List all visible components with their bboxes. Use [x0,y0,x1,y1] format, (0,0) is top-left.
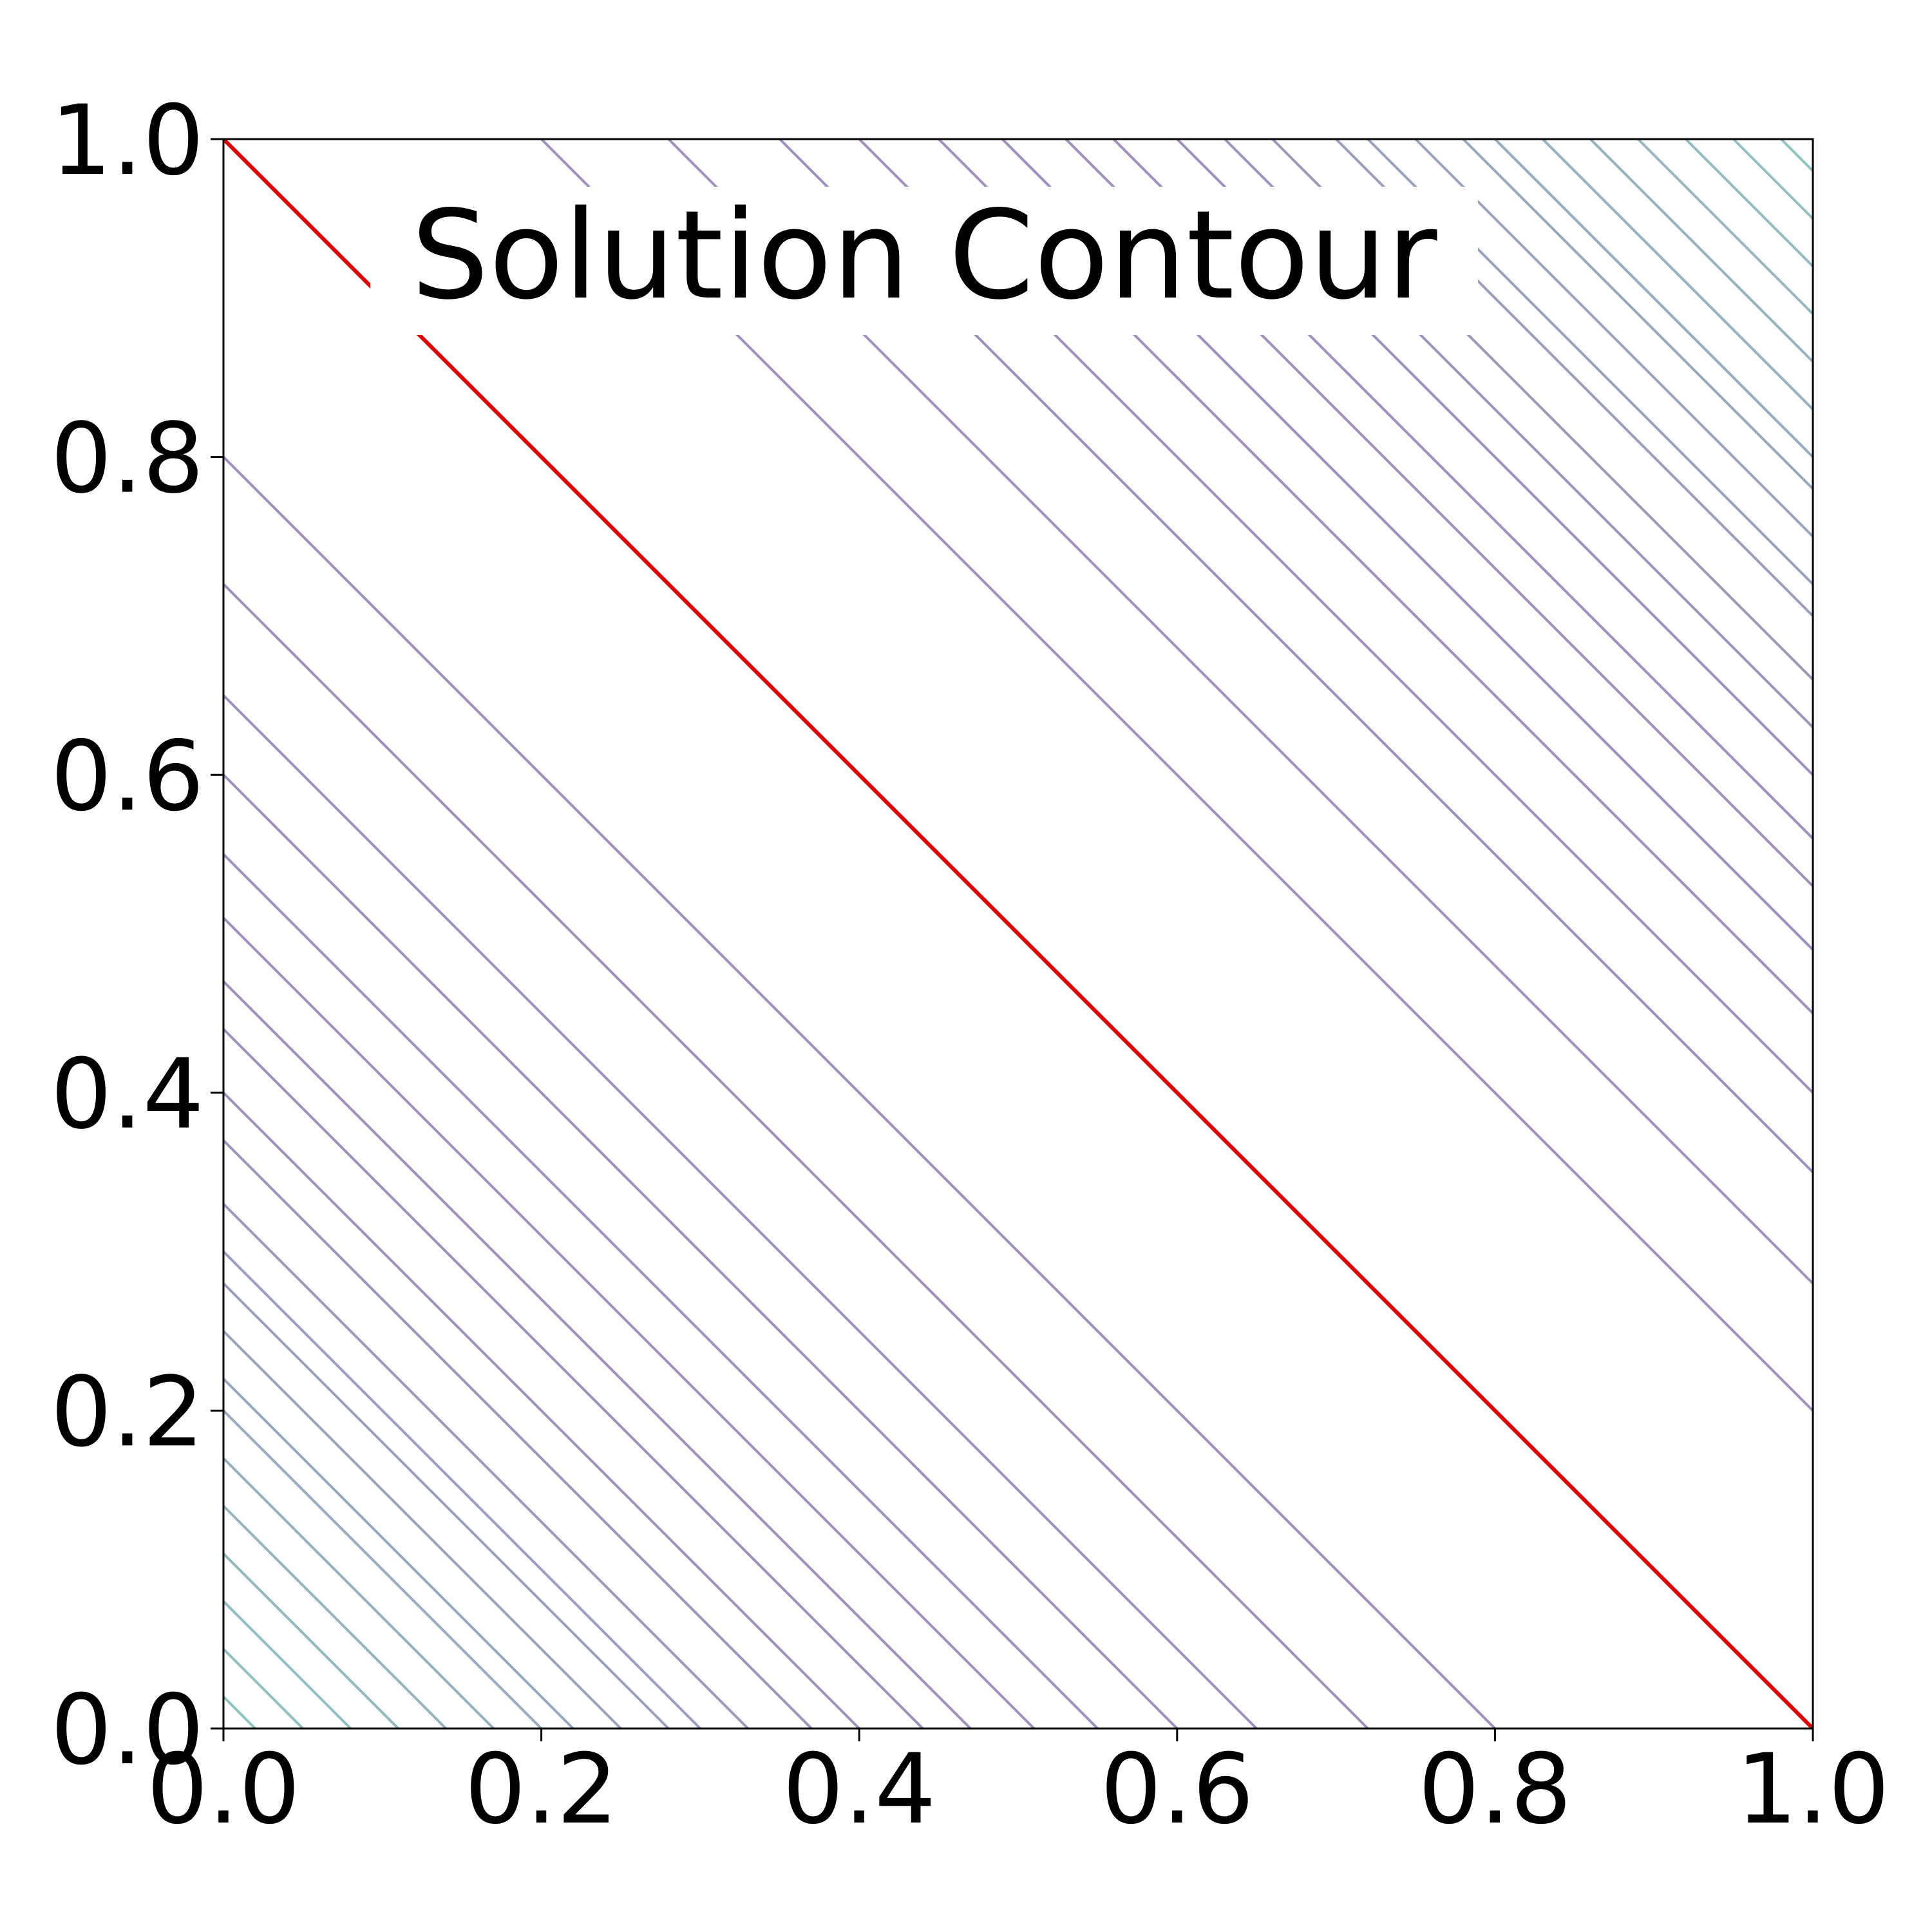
chart-title: Solution Contour [411,184,1437,327]
contour-line [223,1505,447,1728]
x-tick-label: 0.6 [1101,1734,1255,1846]
x-tick-label: 0.4 [782,1734,936,1846]
contour-line [223,694,1258,1728]
contour-line [223,1139,813,1728]
x-tick-label: 0.0 [147,1734,301,1846]
x-axis-ticks: 0.0 0.2 0.4 0.6 0.8 1.0 [147,1728,1890,1846]
title-background [370,187,1478,335]
y-tick-label: 1.0 [50,85,204,197]
y-tick-label: 0.6 [50,721,204,833]
contour-line [540,139,1813,1412]
contour-line [1414,139,1813,538]
contour-line [1542,139,1813,410]
contour-line [1685,139,1813,267]
y-tick-label: 0.4 [50,1039,204,1151]
plot-area-frame [222,138,1814,1730]
y-tick-label: 0.0 [50,1674,204,1786]
contour-line [1732,139,1813,220]
contour-line [223,980,972,1728]
contour-line [223,1330,622,1728]
contour-line [223,1092,860,1728]
highlight-contour-line [223,139,1813,1728]
contour-lines [223,139,1813,1728]
contour-line [223,1028,924,1728]
x-tick-label: 0.2 [464,1734,618,1846]
contour-line [1493,139,1813,459]
contour-line [223,583,1369,1728]
contour-line [223,1457,495,1728]
contour-line [223,1251,701,1728]
contour-line [1637,139,1813,315]
contour-line [223,853,1099,1728]
contour-line [223,1696,256,1728]
contour-line [223,456,1496,1728]
x-tick-label: 1.0 [1736,1734,1890,1846]
contour-line [223,773,1179,1728]
contour-line [223,1409,543,1728]
y-tick-label: 0.2 [50,1356,204,1468]
contour-line [1589,139,1813,363]
contour-line [223,1553,399,1728]
y-axis-ticks: 0.0 0.2 0.4 0.6 0.8 1.0 [50,85,223,1786]
contour-line [223,1600,352,1728]
contour-line [223,1282,670,1728]
y-tick-label: 0.8 [50,403,204,515]
contour-line [1462,139,1813,490]
contour-line [223,916,1036,1728]
x-tick-label: 0.8 [1418,1734,1572,1846]
contour-line [1780,139,1813,172]
contour-line [223,1648,304,1728]
contour-line [223,1203,749,1728]
contour-line [223,1378,574,1728]
